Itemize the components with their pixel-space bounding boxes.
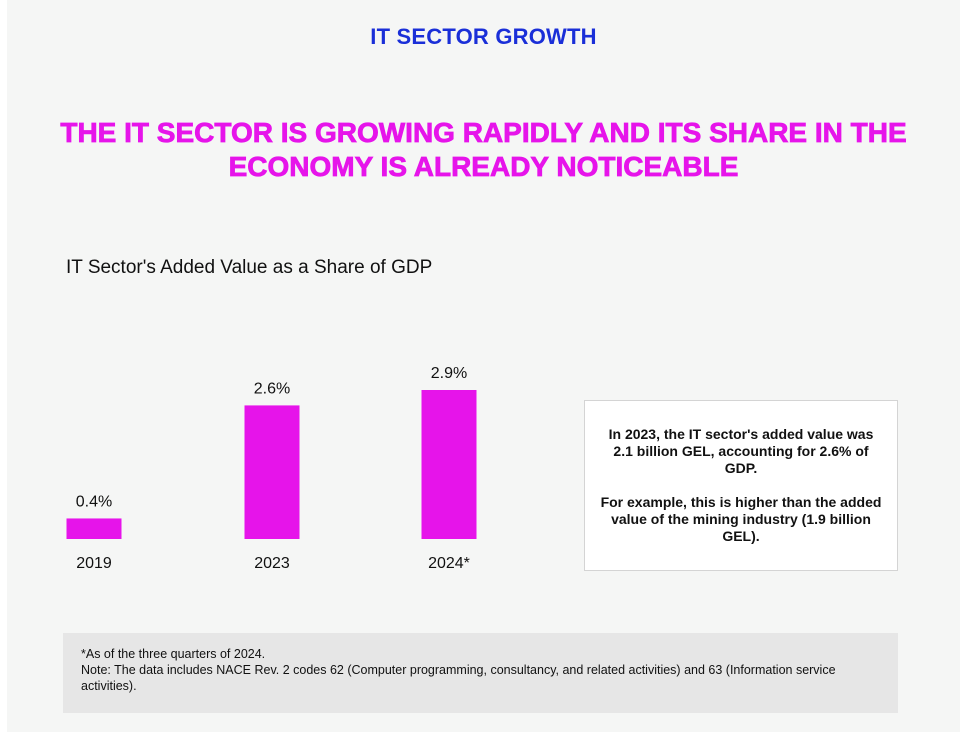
value-label-2024*: 2.9% <box>431 365 467 382</box>
bar-2023 <box>244 405 300 539</box>
page-header: IT SECTOR GROWTH <box>370 24 597 49</box>
category-label-2019: 2019 <box>76 555 112 572</box>
footnote-line-2: Note: The data includes NACE Rev. 2 code… <box>81 663 836 693</box>
value-label-2019: 0.4% <box>76 493 112 510</box>
info-paragraph-1: In 2023, the IT sector's added value was… <box>608 426 874 476</box>
info-box: In 2023, the IT sector's added value was… <box>584 400 898 571</box>
bar-2024* <box>421 390 477 539</box>
category-label-2023: 2023 <box>254 555 290 572</box>
bar-2019 <box>66 518 122 539</box>
infographic-page: IT SECTOR GROWTH THE IT SECTOR IS GROWIN… <box>7 0 960 732</box>
bar-chart: 0.4% 2019 2.6% 2023 2.9% 2024* <box>66 365 477 572</box>
headline: THE IT SECTOR IS GROWING RAPIDLY AND ITS… <box>60 117 907 183</box>
chart-title: IT Sector's Added Value as a Share of GD… <box>66 257 433 278</box>
category-label-2024*: 2024* <box>428 555 470 572</box>
footnote-line-1: *As of the three quarters of 2024. <box>81 647 266 661</box>
info-paragraph-2: For example, this is higher than the add… <box>600 494 882 544</box>
footnote: *As of the three quarters of 2024. Note:… <box>63 633 898 713</box>
value-label-2023: 2.6% <box>254 380 290 397</box>
